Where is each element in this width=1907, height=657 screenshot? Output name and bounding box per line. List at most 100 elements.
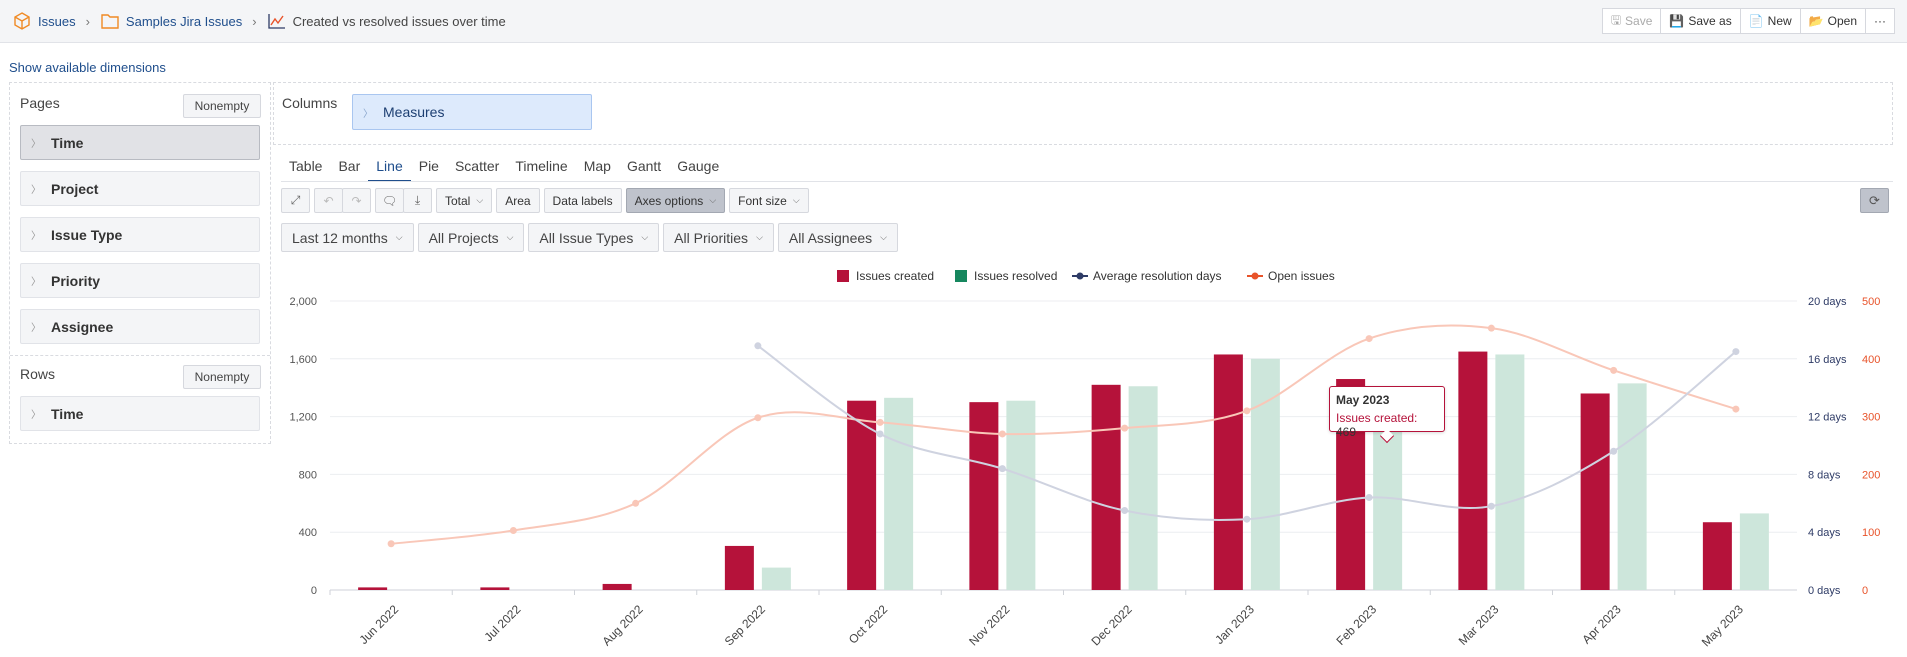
tab-gauge[interactable]: Gauge — [677, 158, 720, 174]
chevron-right-icon: 〉 — [363, 108, 373, 120]
redo-icon: ↷ — [351, 193, 362, 208]
tab-timeline[interactable]: Timeline — [515, 158, 568, 174]
pages-nonempty-button[interactable]: Nonempty — [183, 94, 261, 118]
left-axis-tick-label: 800 — [299, 469, 317, 481]
point-average-resolution-days — [1365, 494, 1373, 502]
chevron-right-icon: 〉 — [31, 323, 41, 334]
refresh-button[interactable]: ⟳ — [1860, 188, 1889, 213]
refresh-icon: ⟳ — [1869, 192, 1880, 208]
chevron-right-icon: 〉 — [31, 277, 41, 288]
folder-open-icon: 📂 — [1808, 14, 1824, 28]
right-axis-open-tick-label: 100 — [1862, 527, 1880, 539]
right-axis-days-tick-label: 8 days — [1808, 469, 1841, 481]
top-bar: Issues › Samples Jira Issues › Created v… — [0, 0, 1907, 43]
show-dimensions-link[interactable]: Show available dimensions — [9, 60, 166, 75]
right-axis-days-tick-label: 4 days — [1808, 527, 1841, 539]
chevron-down-icon: ⌵ — [395, 232, 403, 242]
filter-time[interactable]: Last 12 months ⌵ — [281, 223, 414, 252]
save-as-button[interactable]: 💾 Save as — [1660, 8, 1741, 34]
bar-issues-resolved — [1128, 386, 1158, 590]
x-axis-category-label: Sep 2022 — [722, 602, 768, 648]
tab-bar[interactable]: Bar — [338, 158, 361, 174]
breadcrumb-issues[interactable]: Issues — [12, 11, 76, 31]
line-open-issues — [391, 324, 1737, 545]
legend-swatch — [837, 270, 849, 282]
page-dimension-time[interactable]: 〉 Time — [20, 125, 260, 160]
bar-issues-created — [969, 402, 999, 590]
bar-issues-resolved — [1006, 400, 1036, 590]
left-axis-tick-label: 0 — [311, 585, 317, 597]
bar-issues-created — [1213, 354, 1243, 590]
breadcrumb-folder[interactable]: Samples Jira Issues — [100, 12, 242, 30]
tab-map[interactable]: Map — [583, 158, 611, 174]
x-axis-category-label: Oct 2022 — [846, 602, 891, 647]
filter-priority[interactable]: All Priorities ⌵ — [663, 223, 774, 252]
bar-issues-created — [1702, 522, 1732, 590]
font-size-dropdown[interactable]: Font size ⌵ — [729, 188, 809, 213]
point-open-issues — [1487, 324, 1495, 332]
export-button[interactable]: ⤓ — [403, 188, 432, 213]
open-button[interactable]: 📂 Open — [1799, 8, 1866, 34]
right-axis-open-tick-label: 400 — [1862, 354, 1880, 366]
x-axis-category-label: Nov 2022 — [966, 602, 1012, 648]
bar-issues-resolved — [1495, 354, 1525, 590]
bar-issues-resolved — [1250, 358, 1280, 590]
chevron-down-icon: ⌵ — [792, 195, 800, 205]
chevron-down-icon: ⌵ — [476, 195, 484, 205]
breadcrumb-folder-label[interactable]: Samples Jira Issues — [125, 13, 243, 29]
tab-scatter[interactable]: Scatter — [454, 158, 500, 174]
point-open-issues — [632, 499, 640, 507]
tab-line[interactable]: Line — [368, 155, 411, 182]
new-button[interactable]: 📄 New — [1739, 8, 1801, 34]
filter-assignee[interactable]: All Assignees ⌵ — [777, 223, 898, 252]
point-open-issues — [998, 430, 1006, 438]
fullscreen-button[interactable]: ⤢ — [281, 188, 310, 213]
bar-issues-created — [1580, 393, 1610, 590]
right-axis-open-tick-label: 300 — [1862, 412, 1880, 424]
filter-project[interactable]: All Projects ⌵ — [417, 223, 525, 252]
point-open-issues — [754, 414, 762, 422]
folder-icon — [101, 14, 119, 29]
point-average-resolution-days — [1610, 447, 1618, 455]
row-dimension-time[interactable]: 〉 Time — [20, 396, 260, 431]
undo-redo-group: ↶ ↷ — [314, 188, 371, 213]
point-open-issues — [1365, 335, 1373, 343]
area-toggle[interactable]: Area — [496, 188, 540, 213]
bar-issues-created — [847, 400, 877, 590]
page-dimension-project[interactable]: 〉 Project — [20, 171, 260, 206]
columns-drop-area: Columns 〉 Measures — [273, 82, 1893, 145]
point-average-resolution-days — [754, 342, 762, 350]
point-open-issues — [876, 418, 884, 426]
view-tabs: Table Bar Line Pie Scatter Timeline Map … — [281, 155, 727, 182]
redo-button[interactable]: ↷ — [342, 188, 371, 213]
page-dimension-issue-type[interactable]: 〉 Issue Type — [20, 217, 260, 252]
breadcrumb-report: Created vs resolved issues over time — [267, 12, 506, 30]
save-button[interactable]: 🖫 Save — [1601, 8, 1662, 34]
tab-table[interactable]: Table — [289, 158, 323, 174]
tab-pie[interactable]: Pie — [418, 158, 439, 174]
save-as-icon: 💾 — [1669, 14, 1685, 28]
point-open-issues — [1610, 366, 1618, 374]
more-button[interactable]: ··· — [1865, 8, 1895, 34]
bar-issues-created — [1458, 351, 1488, 590]
right-axis-days-tick-label: 12 days — [1808, 412, 1847, 424]
x-axis-category-label: Feb 2023 — [1333, 602, 1379, 648]
point-open-issues — [509, 526, 517, 534]
breadcrumb-issues-label[interactable]: Issues — [38, 13, 76, 29]
axes-options-dropdown[interactable]: Axes options ⌵ — [625, 188, 726, 213]
tab-gantt[interactable]: Gantt — [626, 158, 662, 174]
total-dropdown[interactable]: Total ⌵ — [436, 188, 493, 213]
page-dimension-priority[interactable]: 〉 Priority — [20, 263, 260, 298]
bar-issues-created — [724, 545, 754, 590]
expand-icon: ⤢ — [290, 193, 301, 207]
comment-button[interactable]: 🗨 — [375, 188, 404, 213]
divider — [10, 355, 270, 356]
filter-issue-type[interactable]: All Issue Types ⌵ — [528, 223, 660, 252]
measures-dimension[interactable]: 〉 Measures — [352, 94, 592, 130]
undo-button[interactable]: ↶ — [314, 188, 343, 213]
rows-nonempty-button[interactable]: Nonempty — [183, 365, 261, 389]
page-dimension-assignee[interactable]: 〉 Assignee — [20, 309, 260, 344]
data-labels-toggle[interactable]: Data labels — [543, 188, 622, 213]
bar-issues-resolved — [1373, 422, 1403, 590]
point-open-issues — [1243, 407, 1251, 415]
